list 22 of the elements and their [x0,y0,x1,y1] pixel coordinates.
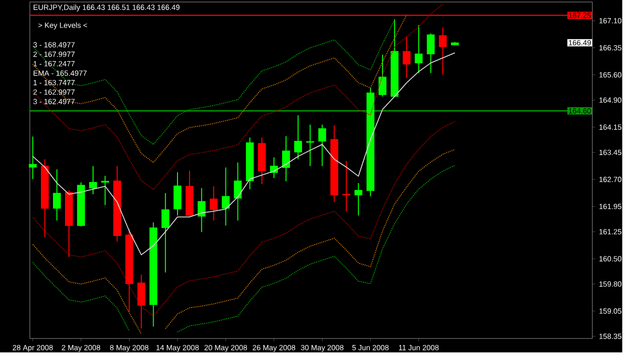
candlestick [52,168,61,222]
candlestick [198,188,206,233]
candlestick [234,162,242,222]
candlestick [137,274,146,329]
candlestick [282,136,290,182]
candlestick [162,192,170,273]
candlestick [438,27,447,76]
candlestick [294,114,302,160]
candlestick [222,167,230,226]
candlestick [354,182,362,216]
candlestick [342,160,350,212]
candlestick [174,172,182,216]
candlestick [426,32,435,74]
candlestick [89,166,97,195]
candlestick [101,175,110,206]
candlestick [378,54,386,97]
candlestick [318,124,326,167]
candlestick [414,24,423,74]
candlestick [28,136,37,180]
candlestick [210,186,218,222]
candlestick [402,36,411,79]
candlestick [306,124,314,167]
